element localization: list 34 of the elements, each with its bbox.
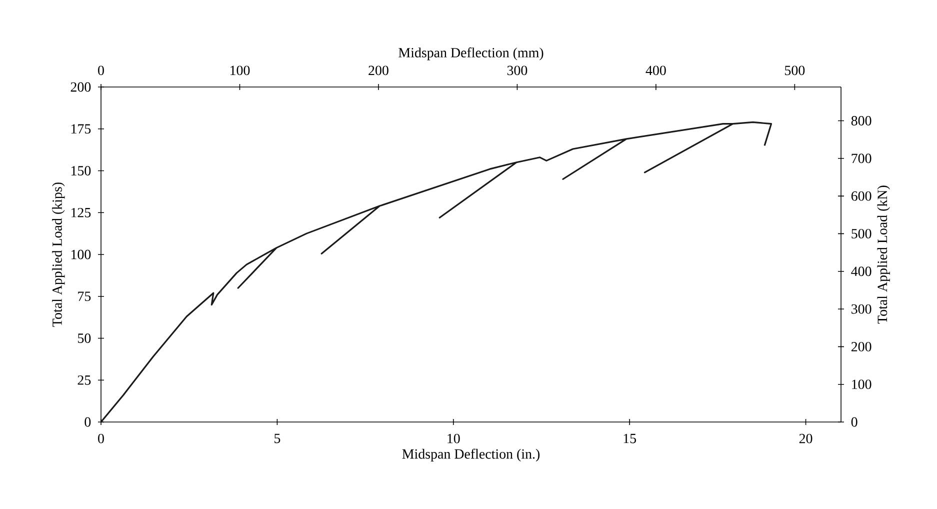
y2-tick-label: 400	[851, 266, 872, 276]
y2-tick-label: 700	[852, 154, 872, 164]
y-tick-label: 100	[71, 250, 91, 260]
y2-axis-title: Total Applied Load (kN)	[877, 186, 890, 324]
x-tick-label: 0	[98, 434, 104, 444]
line-series	[101, 121, 772, 422]
y-axis-title: Total Applied Load (kips)	[52, 182, 65, 327]
y-tick-label: 25	[78, 375, 91, 385]
y-tick-label: 200	[70, 82, 91, 92]
x2-tick-label: 400	[646, 66, 666, 76]
y2-tick-label: 300	[852, 304, 872, 314]
x2-tick-label: 100	[230, 66, 250, 76]
y-tick-label: 125	[71, 208, 91, 218]
x-tick-label: 15	[624, 434, 636, 444]
y-tick-label: 150	[71, 166, 91, 176]
y-tick-label: 0	[84, 417, 91, 427]
y2-tick-label: 200	[851, 342, 872, 352]
y-tick-label: 175	[71, 124, 91, 134]
y2-tick-label: 800	[851, 116, 872, 126]
y2-tick-label: 100	[852, 380, 872, 390]
x-tick-label: 20	[799, 434, 812, 444]
y-tick-label: 50	[78, 334, 91, 343]
x2-tick-label: 0	[98, 66, 104, 76]
x2-tick-label: 500	[785, 66, 805, 76]
y-tick-label: 75	[78, 292, 91, 302]
x-tick-label: 5	[274, 434, 280, 444]
x2-axis-title: Midspan Deflection (mm)	[398, 47, 544, 60]
y2-tick-label: 600	[851, 191, 872, 201]
x-tick-label: 10	[448, 434, 460, 444]
x2-tick-label: 300	[507, 66, 528, 76]
x2-tick-label: 200	[368, 66, 388, 76]
x-axis-title: Midspan Deflection (in.)	[402, 448, 540, 462]
y2-tick-label: 0	[851, 417, 858, 427]
y2-tick-label: 500	[852, 228, 872, 238]
